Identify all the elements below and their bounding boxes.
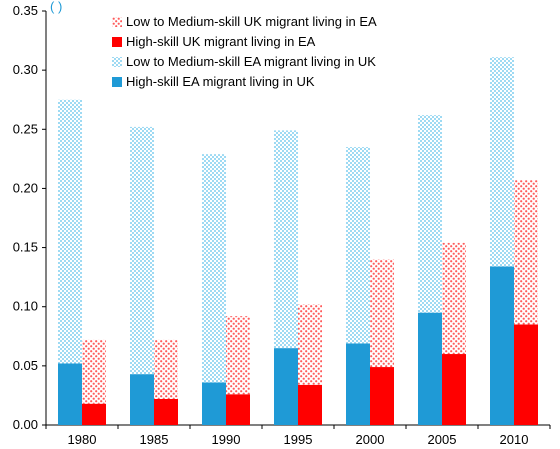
x-tick-label: 1990: [212, 432, 241, 447]
bar-ea-low-medium-skill: [346, 147, 370, 344]
legend-swatch: [112, 37, 122, 47]
bar-ea-high-skill: [58, 363, 82, 425]
bar-uk-low-medium-skill: [82, 339, 106, 404]
x-tick-label: 2010: [500, 432, 529, 447]
bar-ea-high-skill: [202, 382, 226, 425]
bar-uk-high-skill: [298, 384, 322, 425]
y-tick-label: 0.05: [13, 358, 38, 373]
bar-uk-low-medium-skill: [154, 339, 178, 399]
y-tick-label: 0.00: [13, 417, 38, 432]
y-tick-label: 0.35: [13, 3, 38, 18]
x-tick-label: 1985: [140, 432, 169, 447]
x-tick-label: 1980: [68, 432, 97, 447]
legend-label: High-skill EA migrant living in UK: [126, 74, 315, 89]
bar-ea-high-skill: [490, 266, 514, 425]
x-tick-label: 2005: [428, 432, 457, 447]
bar-ea-high-skill: [130, 374, 154, 425]
bar-ea-high-skill: [418, 312, 442, 425]
bar-ea-low-medium-skill: [490, 57, 514, 267]
legend: Low to Medium-skill UK migrant living in…: [112, 14, 377, 89]
bar-ea-high-skill: [346, 343, 370, 425]
y-tick-label: 0.15: [13, 240, 38, 255]
bar-ea-high-skill: [274, 348, 298, 425]
bar-ea-low-medium-skill: [58, 99, 82, 364]
bar-uk-high-skill: [226, 394, 250, 425]
legend-label: Low to Medium-skill UK migrant living in…: [126, 14, 377, 29]
legend-swatch: [112, 57, 122, 67]
bar-uk-high-skill: [370, 367, 394, 425]
legend-swatch: [112, 17, 122, 27]
bar-uk-high-skill: [154, 398, 178, 425]
bar-uk-low-medium-skill: [370, 259, 394, 368]
bar-uk-low-medium-skill: [442, 242, 466, 355]
y-tick-label: 0.30: [13, 62, 38, 77]
y-tick-label: 0.25: [13, 121, 38, 136]
bar-uk-low-medium-skill: [226, 316, 250, 395]
bar-uk-low-medium-skill: [514, 180, 538, 325]
bar-ea-low-medium-skill: [130, 126, 154, 375]
y-tick-label: 0.20: [13, 180, 38, 195]
y-tick-label: 0.10: [13, 299, 38, 314]
x-tick-label: 1995: [284, 432, 313, 447]
legend-label: High-skill UK migrant living in EA: [126, 34, 316, 49]
chart-header-fragment: ( ): [50, 0, 62, 14]
bar-ea-low-medium-skill: [418, 115, 442, 313]
bars: [58, 57, 538, 425]
legend-label: Low to Medium-skill EA migrant living in…: [126, 54, 376, 69]
bar-uk-high-skill: [82, 403, 106, 425]
legend-swatch: [112, 77, 122, 87]
bar-ea-low-medium-skill: [274, 130, 298, 349]
x-tick-label: 2000: [356, 432, 385, 447]
bar-uk-low-medium-skill: [298, 304, 322, 385]
bar-uk-high-skill: [514, 324, 538, 425]
bar-uk-high-skill: [442, 354, 466, 425]
bar-ea-low-medium-skill: [202, 154, 226, 383]
